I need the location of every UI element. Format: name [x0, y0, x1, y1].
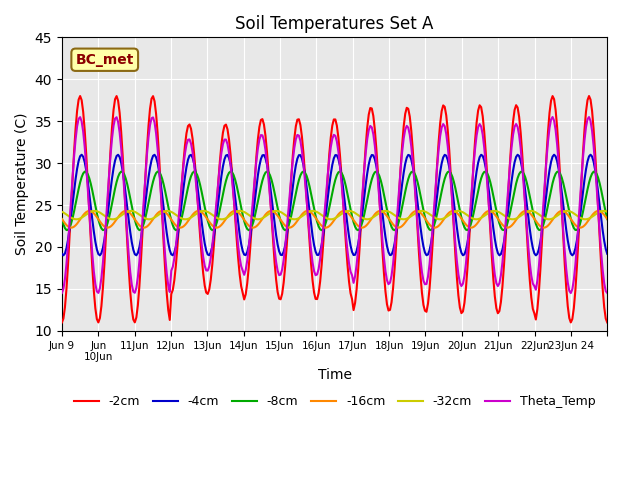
-4cm	[248, 223, 255, 228]
-16cm	[242, 219, 250, 225]
-4cm	[58, 251, 66, 257]
Line: -16cm: -16cm	[62, 211, 607, 228]
-32cm	[125, 208, 132, 214]
-4cm	[568, 252, 576, 258]
-2cm	[76, 93, 84, 99]
-32cm	[604, 209, 611, 215]
-4cm	[221, 156, 228, 162]
-4cm	[125, 217, 132, 223]
Line: -8cm: -8cm	[62, 171, 607, 230]
-2cm	[127, 289, 134, 295]
X-axis label: Time: Time	[317, 368, 351, 382]
Y-axis label: Soil Temperature (C): Soil Temperature (C)	[15, 113, 29, 255]
-2cm	[298, 133, 306, 139]
-4cm	[296, 152, 304, 158]
Theta_Temp	[296, 138, 304, 144]
-8cm	[282, 228, 289, 233]
-8cm	[604, 216, 611, 222]
-16cm	[223, 214, 231, 220]
Theta_Temp	[58, 290, 66, 296]
Title: Soil Temperatures Set A: Soil Temperatures Set A	[236, 15, 434, 33]
-8cm	[221, 184, 228, 190]
-4cm	[575, 228, 582, 233]
Theta_Temp	[248, 211, 255, 216]
Text: BC_met: BC_met	[76, 53, 134, 67]
-16cm	[576, 225, 584, 230]
Line: -2cm: -2cm	[62, 96, 607, 323]
Theta_Temp	[548, 114, 556, 120]
-32cm	[221, 216, 228, 222]
-32cm	[345, 208, 353, 214]
-4cm	[239, 248, 246, 254]
-2cm	[241, 297, 248, 302]
-8cm	[58, 216, 66, 222]
Theta_Temp	[221, 137, 228, 143]
-2cm	[604, 320, 611, 325]
Theta_Temp	[125, 252, 132, 258]
-8cm	[239, 212, 246, 218]
-2cm	[250, 198, 257, 204]
-32cm	[248, 214, 255, 220]
-8cm	[248, 224, 255, 229]
-2cm	[222, 122, 230, 128]
-16cm	[251, 224, 259, 230]
-16cm	[122, 208, 129, 214]
-8cm	[300, 168, 307, 174]
-32cm	[364, 216, 371, 222]
Theta_Temp	[576, 199, 584, 204]
-16cm	[104, 225, 111, 230]
Theta_Temp	[567, 290, 575, 296]
-4cm	[587, 152, 595, 157]
-4cm	[604, 251, 611, 257]
Line: -4cm: -4cm	[62, 155, 607, 255]
-8cm	[298, 169, 306, 175]
-16cm	[58, 216, 66, 222]
Line: -32cm: -32cm	[62, 211, 607, 219]
-16cm	[604, 216, 611, 222]
Line: Theta_Temp: Theta_Temp	[62, 117, 607, 293]
-32cm	[296, 215, 304, 220]
-16cm	[300, 210, 307, 216]
Legend: -2cm, -4cm, -8cm, -16cm, -32cm, Theta_Temp: -2cm, -4cm, -8cm, -16cm, -32cm, Theta_Te…	[69, 390, 600, 413]
-8cm	[125, 188, 132, 194]
-32cm	[58, 209, 66, 215]
Theta_Temp	[239, 268, 246, 274]
Theta_Temp	[604, 290, 611, 296]
-8cm	[576, 221, 584, 227]
-16cm	[128, 212, 136, 218]
-2cm	[575, 237, 582, 243]
-32cm	[239, 208, 246, 214]
-32cm	[576, 215, 584, 220]
-2cm	[58, 320, 66, 325]
